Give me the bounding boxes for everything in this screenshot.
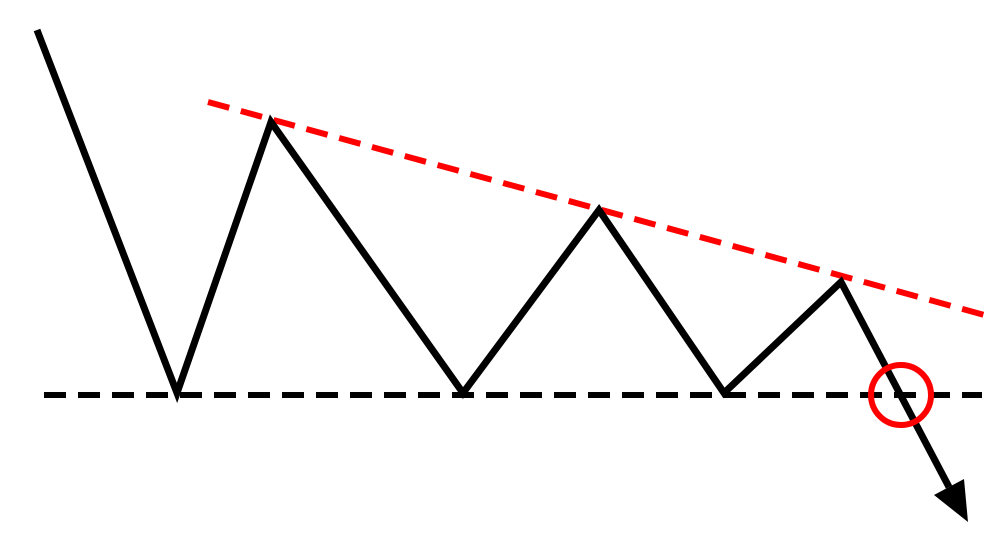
price-path bbox=[33, 28, 953, 489]
arrow-head bbox=[934, 479, 968, 522]
breakout-circle bbox=[868, 362, 934, 428]
